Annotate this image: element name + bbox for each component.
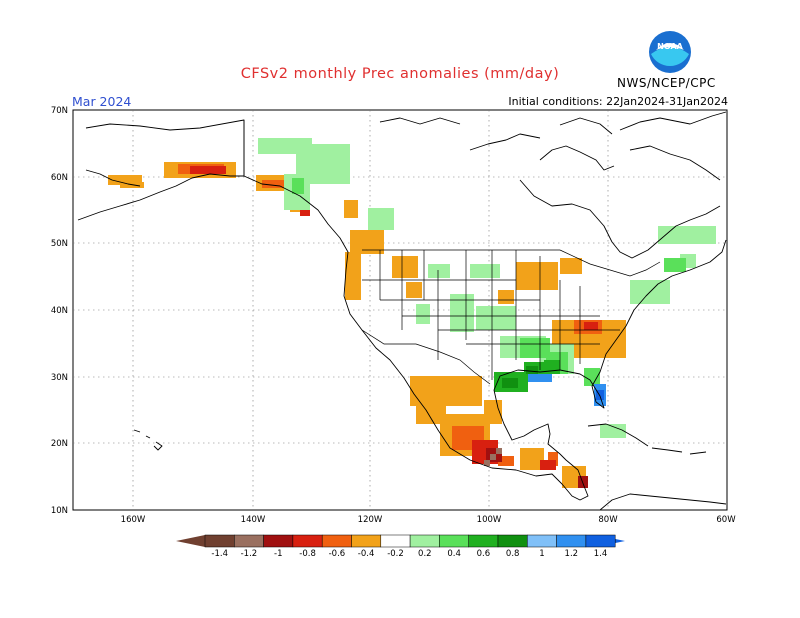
legend-swatch <box>321 534 352 548</box>
legend-label: 0.6 <box>477 549 491 559</box>
forecast-month: Mar 2024 <box>72 94 132 109</box>
legend-swatch <box>234 534 264 548</box>
lat-label: 10N <box>51 506 68 516</box>
legend-label: 0.2 <box>418 549 432 559</box>
lon-label: 100W <box>477 515 502 525</box>
lat-label: 30N <box>51 373 68 383</box>
legend-label: -0.4 <box>358 549 375 559</box>
logo-gull <box>656 43 684 50</box>
lat-label: 50N <box>51 239 68 249</box>
legend-swatch <box>439 534 469 548</box>
legend-label: -1 <box>274 549 282 559</box>
legend-swatch <box>497 534 528 548</box>
legend-swatch <box>263 534 294 548</box>
legend-arrow-left <box>176 535 205 547</box>
noaa-logo: NOAA <box>649 31 691 73</box>
legend-swatch <box>527 534 557 548</box>
lon-label: 60W <box>716 515 736 525</box>
map-gridlines <box>73 110 727 510</box>
longitude-labels: 160W 140W 120W 100W 80W 60W <box>121 515 737 525</box>
legend-label: 0.8 <box>506 549 520 559</box>
color-legend: -1.4 -1.2 -1 -0.8 -0.6 -0.4 -0.2 0.2 0.4 0.6 0.8 1 1… <box>176 534 625 559</box>
lon-label: 160W <box>121 515 146 525</box>
legend-label: -1.4 <box>211 549 228 559</box>
legend-swatch <box>292 534 323 548</box>
legend-swatch <box>409 534 440 548</box>
lon-label: 140W <box>241 515 266 525</box>
legend-label: 0.4 <box>447 549 461 559</box>
wet-anomaly-deep-blue <box>596 390 604 400</box>
dry-anomaly-extreme <box>484 448 502 466</box>
legend-label: -0.8 <box>299 549 316 559</box>
legend-label: -0.2 <box>387 549 404 559</box>
legend-swatch <box>585 534 616 548</box>
logo-wave <box>651 47 689 67</box>
legend-swatch <box>468 534 499 548</box>
legend-swatch <box>204 534 235 548</box>
legend-label: -1.2 <box>241 549 258 559</box>
lat-label: 60N <box>51 173 68 183</box>
latitude-labels: 70N 60N 50N 40N 30N 20N 10N <box>51 106 68 516</box>
legend-label: 1.4 <box>594 549 608 559</box>
lat-label: 70N <box>51 106 68 116</box>
lat-label: 20N <box>51 439 68 449</box>
legend-label: -0.6 <box>329 549 346 559</box>
coastlines <box>77 111 727 510</box>
legend-swatch <box>351 534 382 548</box>
legend-label: 1.2 <box>565 549 579 559</box>
lon-label: 120W <box>358 515 383 525</box>
legend-label: 1 <box>539 549 544 559</box>
legend-swatch <box>380 534 411 548</box>
wet-anomaly-very-strong <box>502 366 538 388</box>
political-boundaries <box>243 120 661 385</box>
lat-label: 40N <box>51 306 68 316</box>
initial-conditions: Initial conditions: 22Jan2024-31Jan2024 <box>508 95 728 108</box>
chart-title: CFSv2 monthly Prec anomalies (mm/day) <box>240 66 560 82</box>
legend-swatch <box>556 534 587 548</box>
lon-label: 80W <box>598 515 618 525</box>
logo-text: NOAA <box>657 42 683 51</box>
agency-label: NWS/NCEP/CPC <box>617 76 716 90</box>
